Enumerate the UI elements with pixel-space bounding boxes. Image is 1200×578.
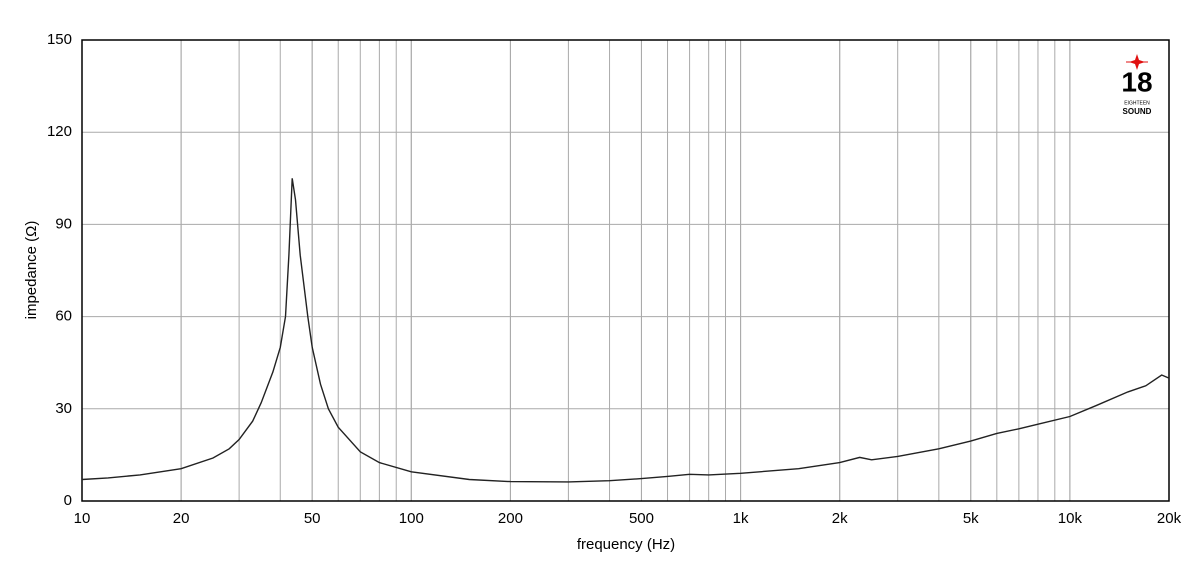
y-tick-label: 120 xyxy=(47,123,72,140)
x-tick-label: 20k xyxy=(1157,510,1182,527)
x-tick-label: 10k xyxy=(1058,510,1083,527)
plot-frame xyxy=(81,39,1170,502)
x-tick-label: 1k xyxy=(733,510,749,527)
logo: 18 EIGHTEEN SOUND xyxy=(1121,54,1153,116)
y-axis-label: impedance (Ω) xyxy=(23,221,40,320)
x-tick-label: 5k xyxy=(963,510,979,527)
y-tick-label: 0 xyxy=(64,492,72,509)
x-tick-label: 10 xyxy=(74,510,91,527)
data-line xyxy=(81,178,1170,483)
x-tick-label: 100 xyxy=(399,510,424,527)
y-tick-label: 150 xyxy=(47,31,72,48)
x-tick-label: 200 xyxy=(498,510,523,527)
logo-text: SOUND xyxy=(1123,107,1152,116)
logo-text: EIGHTEEN xyxy=(1124,100,1150,106)
x-tick-label: 500 xyxy=(629,510,654,527)
x-tick-label: 20 xyxy=(173,510,190,527)
y-tick-label: 90 xyxy=(55,215,72,232)
x-tick-label: 50 xyxy=(304,510,321,527)
x-tick-label: 2k xyxy=(832,510,848,527)
x-axis-label: frequency (Hz) xyxy=(577,536,675,553)
logo-number: 18 xyxy=(1121,66,1152,97)
y-tick-label: 60 xyxy=(55,308,72,325)
y-tick-label: 30 xyxy=(55,400,72,417)
